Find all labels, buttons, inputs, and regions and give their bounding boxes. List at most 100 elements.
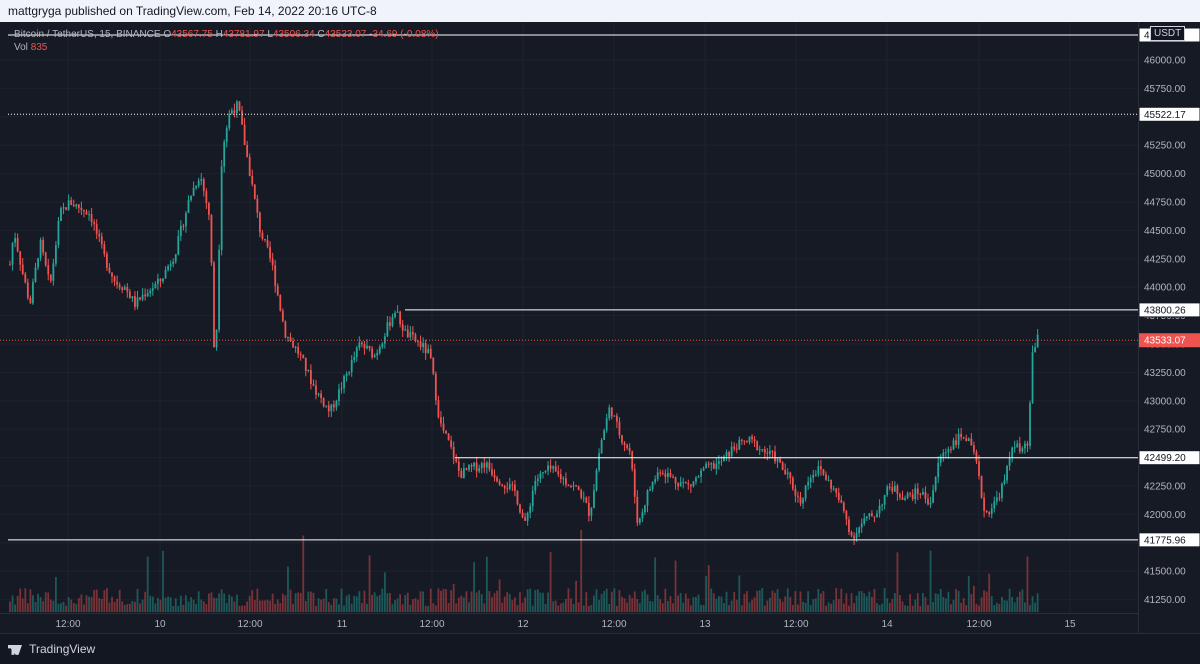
- volume-bar: [534, 590, 537, 612]
- volume-bar: [39, 597, 42, 612]
- candle-body: [536, 478, 539, 482]
- candle-body: [373, 355, 376, 358]
- volume-bar: [93, 590, 96, 612]
- volume-bar: [516, 605, 519, 612]
- volume-bar: [9, 601, 11, 612]
- volume-bar: [103, 590, 106, 612]
- volume-bar: [600, 593, 603, 612]
- volume-bar: [146, 556, 149, 612]
- candle-body: [786, 472, 789, 475]
- candle-body: [725, 452, 728, 457]
- volume-bar: [842, 603, 845, 612]
- y-tick-label: 42750.00: [1144, 425, 1186, 436]
- candle-body: [396, 311, 399, 313]
- volume-bar: [781, 601, 784, 612]
- volume-bar: [689, 605, 692, 612]
- candle-body: [126, 286, 129, 292]
- candle-body: [350, 360, 353, 373]
- volume-bar: [42, 601, 45, 612]
- price-axis[interactable]: [1138, 22, 1200, 633]
- currency-badge[interactable]: USDT: [1150, 26, 1186, 41]
- volume-bar: [172, 605, 175, 612]
- volume-bar: [980, 597, 983, 612]
- volume-bar: [179, 595, 182, 612]
- candle-body: [779, 458, 781, 463]
- candle-body: [585, 497, 588, 503]
- candle-body: [832, 488, 835, 490]
- candle-body: [412, 332, 414, 335]
- candle-body: [371, 348, 373, 358]
- volume-bar: [208, 593, 210, 612]
- candle-body: [123, 286, 126, 290]
- tradingview-logo[interactable]: TradingView: [8, 642, 95, 656]
- level-price-box: [1138, 532, 1200, 548]
- candle-body: [72, 204, 75, 207]
- volume-bar: [238, 605, 241, 612]
- volume-bar: [692, 597, 695, 612]
- candle-body: [330, 404, 333, 412]
- candle-body: [508, 484, 511, 489]
- candle-body: [223, 141, 226, 167]
- volume-bar: [710, 588, 713, 612]
- volume-bar: [748, 602, 751, 612]
- volume-bar: [802, 601, 804, 612]
- candle-body: [292, 340, 294, 348]
- volume-bar: [493, 593, 496, 612]
- time-axis[interactable]: [0, 613, 1138, 634]
- candle-body: [95, 224, 98, 234]
- candle-body: [797, 495, 799, 497]
- volume-bar: [929, 550, 932, 612]
- volume-bar: [712, 593, 715, 612]
- candle-body: [603, 430, 606, 440]
- candle-body: [167, 266, 169, 270]
- candle-body: [128, 291, 131, 299]
- candle-body: [901, 497, 904, 500]
- volume-bar: [432, 603, 435, 612]
- volume-bar: [552, 601, 555, 612]
- volume-bar: [888, 602, 891, 612]
- chart-area[interactable]: [0, 22, 1138, 633]
- candle-body: [845, 511, 848, 520]
- volume-bar: [440, 590, 442, 612]
- volume-bar: [100, 598, 103, 612]
- volume-bar: [822, 591, 825, 612]
- candle-body: [65, 207, 67, 210]
- volume-bar: [322, 598, 325, 612]
- candle-body: [549, 465, 552, 469]
- candle-body: [638, 518, 641, 523]
- volume-bar: [549, 551, 552, 612]
- candle-body: [521, 512, 524, 518]
- candle-body: [57, 220, 60, 246]
- candle-body: [491, 469, 493, 475]
- candle-body: [215, 329, 218, 348]
- candle-body: [791, 478, 794, 489]
- volume-bar: [169, 597, 172, 612]
- candle-body: [565, 478, 567, 485]
- volume-bar: [1029, 604, 1031, 612]
- volume-bar: [320, 599, 322, 612]
- volume-bar: [118, 589, 121, 612]
- volume-bar: [934, 593, 937, 612]
- candle-body: [865, 516, 868, 519]
- volume-bar: [646, 594, 649, 612]
- volume-bar: [628, 594, 631, 612]
- candle-body: [271, 258, 274, 266]
- x-tick-label: 12: [517, 619, 529, 630]
- volume-bar: [616, 605, 618, 612]
- volume-bar: [623, 598, 626, 612]
- candle-body: [205, 191, 208, 204]
- legend-symbol[interactable]: Bitcoin / TetherUS, 15, BINANCE: [14, 29, 161, 40]
- volume-bar: [590, 604, 593, 612]
- candle-body: [950, 449, 952, 451]
- volume-bar: [547, 592, 549, 612]
- candle-body: [891, 487, 894, 492]
- volume-bar: [738, 575, 741, 612]
- candle-body: [720, 461, 723, 463]
- y-tick-label: 43000.00: [1144, 396, 1186, 407]
- candle-body: [197, 180, 200, 186]
- candle-body: [929, 502, 932, 505]
- volume-bar: [909, 593, 912, 612]
- volume-bar: [287, 566, 289, 612]
- volume-bar: [746, 591, 748, 612]
